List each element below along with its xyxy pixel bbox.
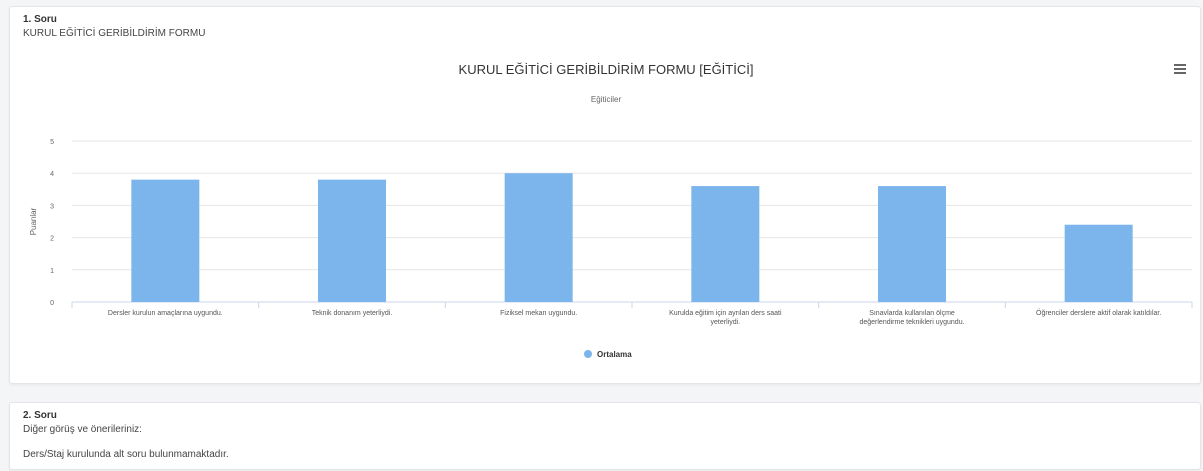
x-category-label: Öğrenciler derslere aktif olarak katıldı… xyxy=(1036,309,1161,317)
bar xyxy=(1064,224,1133,302)
x-category-label: Sınavlarda kullanılan ölçme değerlendirme… xyxy=(859,310,964,326)
bar xyxy=(691,186,760,302)
bar xyxy=(131,179,200,302)
y-tick-label: 3 xyxy=(50,203,54,210)
x-category-label: Kurulda eğitim için ayrılan ders saati ye… xyxy=(669,310,782,326)
bar-chart: KURUL EĞİTİCİ GERİBİLDİRİM FORMU [EĞİTİC… xyxy=(29,62,1193,359)
y-tick-label: 2 xyxy=(50,236,54,243)
question-2-note: Ders/Staj kurulunda alt soru bulunmamakt… xyxy=(23,449,229,460)
y-tick-label: 1 xyxy=(50,268,54,275)
y-tick-label: 0 xyxy=(50,300,54,307)
bar xyxy=(504,173,573,302)
question-1-text: KURUL EĞİTİCİ GERİBİLDİRİM FORMU xyxy=(23,28,206,39)
bar xyxy=(318,179,386,302)
y-tick-label: 5 xyxy=(50,139,54,146)
chart-subtitle: Eğiticiler xyxy=(591,95,622,104)
legend-label: Ortalama xyxy=(597,350,632,359)
x-category-label: Teknik donanım yeterliydi. xyxy=(312,310,393,317)
chart-menu-icon[interactable] xyxy=(1174,64,1186,76)
x-category-label: Fiziksel mekan uygundu. xyxy=(500,310,577,317)
chart-title: KURUL EĞİTİCİ GERİBİLDİRİM FORMU [EĞİTİC… xyxy=(459,62,754,77)
question-1-number: 1. Soru xyxy=(23,14,57,25)
y-tick-label: 4 xyxy=(50,171,54,178)
question-2-number: 2. Soru xyxy=(23,410,57,421)
question-2-card: 2. Soru Diğer görüş ve önerileriniz: Der… xyxy=(9,402,1201,470)
question-2-text: Diğer görüş ve önerileriniz: xyxy=(23,424,142,435)
y-axis-title: Puanlar xyxy=(29,207,38,235)
x-category-label: Dersler kurulun amaçlarına uygundu. xyxy=(108,310,223,317)
question-1-card: 1. Soru KURUL EĞİTİCİ GERİBİLDİRİM FORMU… xyxy=(9,6,1201,384)
bar xyxy=(878,186,946,302)
legend-marker xyxy=(584,350,592,358)
